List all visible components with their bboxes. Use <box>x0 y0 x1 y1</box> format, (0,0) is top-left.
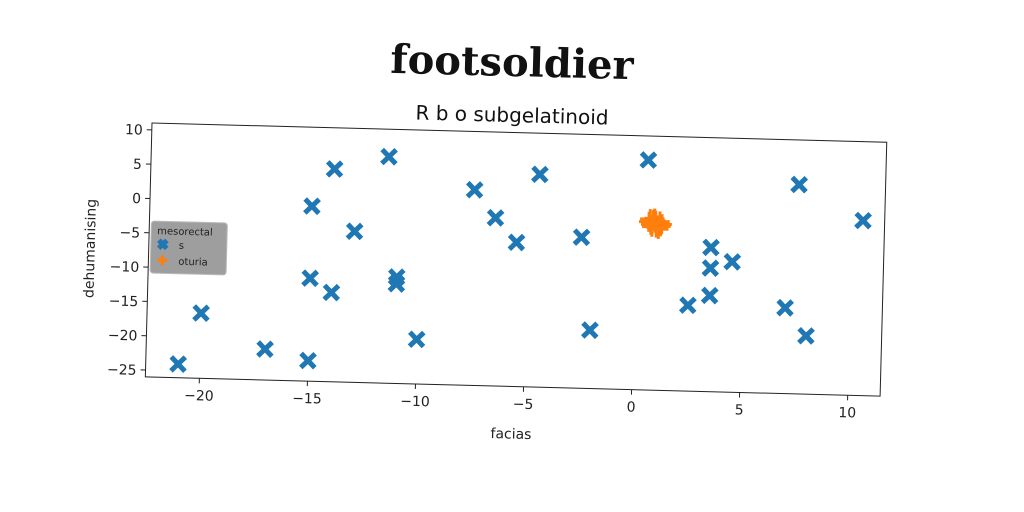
y-tick-label: −5 <box>119 225 140 242</box>
data-point <box>299 351 317 370</box>
plot-area: −20 −15 −10 −5 0 5 10 10 5 0 −5 −10 −15 −20 −25 facias… <box>81 122 888 443</box>
plot-frame <box>144 122 888 397</box>
data-marks <box>169 147 872 373</box>
legend: mesorectal s oturia <box>149 220 228 276</box>
chart-title: footsoldier <box>390 36 635 89</box>
data-point <box>303 197 321 216</box>
data-point <box>645 210 666 231</box>
y-tick-label: 0 <box>132 191 141 207</box>
y-tick-label: 10 <box>125 122 143 138</box>
data-point <box>700 286 719 305</box>
legend-title: mesorectal <box>157 226 213 238</box>
legend-entries: s oturia <box>157 238 208 269</box>
chart-subtitle: R b o subgelatinoid <box>415 100 609 129</box>
y-tick-label: −25 <box>107 362 137 379</box>
x-tick-label: −20 <box>184 388 214 405</box>
x-tick-label: 10 <box>838 405 856 421</box>
data-point <box>790 175 809 194</box>
data-point <box>723 252 742 271</box>
data-point <box>387 275 406 293</box>
data-point <box>572 228 591 247</box>
data-point <box>639 151 658 169</box>
y-tick-label: −10 <box>109 259 139 276</box>
y-tick-label: −20 <box>108 328 138 345</box>
x-tick-label: 0 <box>626 400 635 416</box>
data-point <box>776 298 795 317</box>
data-point <box>301 269 320 288</box>
legend-label: oturia <box>178 257 208 269</box>
data-point <box>465 180 484 199</box>
data-point <box>701 259 720 278</box>
legend-label: s <box>179 241 185 252</box>
x-tick-label: −10 <box>400 394 430 411</box>
data-point <box>580 321 599 340</box>
data-point <box>169 355 188 373</box>
data-point <box>345 222 364 241</box>
data-point <box>702 238 720 257</box>
y-tick-label: −15 <box>109 293 139 310</box>
data-point <box>531 165 549 184</box>
data-point <box>854 211 872 230</box>
data-point <box>797 326 815 345</box>
data-point <box>256 340 274 359</box>
data-point <box>322 283 341 302</box>
x-tick-label: −5 <box>513 397 534 414</box>
y-tick-label: 5 <box>133 157 142 173</box>
axis-ticks: −20 −15 −10 −5 0 5 10 10 5 0 −5 −10 −15 −20 −25 <box>107 122 857 421</box>
x-tick-label: −15 <box>292 391 322 408</box>
data-point <box>507 233 526 252</box>
data-point <box>486 208 505 227</box>
y-axis-label: dehumanising <box>81 199 100 299</box>
legend-box <box>149 220 228 276</box>
data-point <box>407 330 426 349</box>
x-axis-label: facias <box>490 426 531 443</box>
legend-marker <box>157 238 169 251</box>
data-point <box>678 296 697 315</box>
legend-marker <box>157 255 168 266</box>
data-point <box>325 160 344 178</box>
x-tick-label: 5 <box>734 402 743 418</box>
data-point <box>380 147 398 166</box>
data-point <box>192 304 210 323</box>
